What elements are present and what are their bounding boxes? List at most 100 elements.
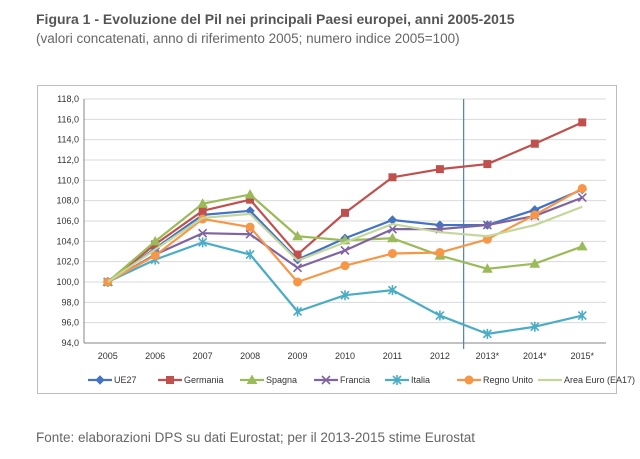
- data-point: [578, 118, 587, 127]
- legend-item: Germania: [157, 374, 224, 386]
- legend-marker: [464, 375, 474, 385]
- series-germania: [103, 118, 587, 286]
- data-point: [576, 240, 588, 251]
- legend-marker: [321, 375, 331, 385]
- data-point: [577, 310, 587, 321]
- data-point: [387, 224, 398, 234]
- x-tick-label: 2010: [335, 351, 355, 361]
- x-tick-label: 2005: [98, 351, 118, 361]
- legend-label: Italia: [411, 375, 431, 385]
- data-point: [530, 139, 539, 148]
- legend-marker: [392, 375, 402, 385]
- y-tick-label: 114,0: [57, 135, 79, 145]
- data-point: [198, 228, 208, 238]
- legend-swatch: [538, 378, 562, 382]
- y-tick-label: 102,0: [56, 257, 79, 267]
- data-point: [482, 263, 493, 273]
- y-tick-label: 118,0: [57, 94, 79, 104]
- legend-label: Francia: [340, 375, 371, 385]
- series-regno-unito: [103, 183, 587, 287]
- data-point: [530, 210, 540, 220]
- x-tick-label: 2008: [240, 351, 260, 361]
- data-point: [245, 222, 255, 232]
- data-point: [577, 193, 587, 203]
- series-area-euro-ea17: [107, 205, 583, 283]
- legend-label: Regno Unito: [483, 375, 534, 385]
- y-tick-label: 98,0: [61, 297, 79, 307]
- data-point: [244, 189, 256, 199]
- data-point: [149, 235, 161, 246]
- data-point: [292, 263, 303, 273]
- y-tick-label: 106,0: [56, 216, 79, 226]
- line-chart: 94,0 96,0 98,0 100,0 102,0 104,0 106,0 108,0 110…: [56, 94, 606, 361]
- x-tick-label: 2009: [288, 351, 308, 361]
- data-point: [387, 249, 397, 259]
- y-tick-label: 104,0: [56, 236, 79, 246]
- legend-swatch: [240, 374, 264, 384]
- legend-item: Regno Unito: [456, 374, 533, 386]
- x-tick-label: 2011: [383, 351, 402, 361]
- source-note: Fonte: elaborazioni DPS su dati Eurostat…: [36, 430, 475, 445]
- data-point: [293, 250, 302, 259]
- legend-marker: [166, 376, 174, 384]
- series-line: [107, 121, 583, 283]
- legend-label: UE27: [114, 375, 137, 385]
- y-tick-label: 108,0: [56, 196, 79, 206]
- data-point: [435, 165, 444, 174]
- data-point: [150, 251, 160, 261]
- series-spagna: [102, 189, 588, 286]
- y-tick-label: 96,0: [61, 318, 79, 328]
- data-point: [198, 206, 207, 215]
- y-tick-label: 116,0: [57, 114, 79, 124]
- data-point: [482, 328, 492, 339]
- legend-item: Francia: [313, 374, 370, 386]
- x-tick-label: 2014*: [523, 351, 547, 361]
- series-line: [107, 205, 583, 283]
- legend-item: UE27: [87, 374, 137, 386]
- legend-swatch: [385, 375, 409, 385]
- data-point: [435, 310, 445, 321]
- legend-swatch: [158, 376, 182, 384]
- data-point: [197, 198, 208, 208]
- data-point: [388, 173, 397, 182]
- data-point: [387, 232, 398, 243]
- data-point: [529, 258, 541, 268]
- data-point: [292, 230, 303, 241]
- legend-marker: [246, 374, 258, 384]
- x-tick-label: 2007: [193, 351, 213, 361]
- x-tick-label: 2006: [145, 351, 165, 361]
- y-tick-label: 110,0: [57, 175, 79, 185]
- data-point: [340, 245, 350, 256]
- data-point: [340, 261, 350, 271]
- data-point: [292, 306, 303, 317]
- chart-legend: UE27 Germania Spagna Francia Italia Regno Uni…: [87, 374, 640, 388]
- figure-title: Figura 1 - Evoluzione del Pil nei princi…: [36, 11, 515, 27]
- legend-item: Spagna: [239, 374, 297, 386]
- series-line: [107, 241, 583, 335]
- series-italia: [103, 237, 587, 339]
- legend-label: Spagna: [266, 375, 298, 385]
- chart-area: 94,0 96,0 98,0 100,0 102,0 104,0 106,0 108,0 110…: [37, 85, 635, 394]
- legend-swatch: [314, 375, 338, 385]
- x-tick-label: 2012: [430, 351, 450, 361]
- figure-subtitle: (valori concatenati, anno di riferimento…: [36, 31, 460, 46]
- data-point: [245, 249, 255, 260]
- data-point: [198, 237, 208, 248]
- data-point: [435, 248, 445, 258]
- data-point: [340, 290, 350, 301]
- legend-swatch: [88, 375, 112, 385]
- data-point: [530, 321, 540, 332]
- legend-marker: [95, 375, 105, 385]
- legend-item: Area Euro (EA17): [537, 374, 635, 386]
- legend-swatch: [457, 375, 481, 385]
- data-point: [341, 208, 349, 217]
- legend-label: Area Euro (EA17): [564, 375, 636, 385]
- x-tick-label: 2013*: [476, 351, 500, 361]
- legend-item: Italia: [384, 374, 430, 386]
- y-tick-label: 100,0: [56, 277, 79, 287]
- y-tick-label: 94,0: [61, 338, 79, 348]
- data-point: [577, 183, 587, 193]
- data-point: [387, 215, 398, 225]
- y-tick-label: 112,0: [57, 155, 79, 165]
- legend-label: Germania: [184, 375, 224, 385]
